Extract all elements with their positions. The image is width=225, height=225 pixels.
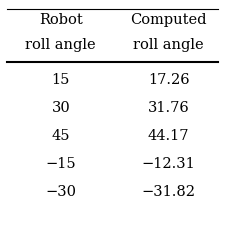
Text: 17.26: 17.26 (148, 73, 189, 87)
Text: roll angle: roll angle (133, 38, 204, 52)
Text: −31.82: −31.82 (142, 185, 196, 199)
Text: −12.31: −12.31 (142, 157, 196, 171)
Text: roll angle: roll angle (25, 38, 96, 52)
Text: 31.76: 31.76 (148, 101, 190, 115)
Text: Robot: Robot (39, 13, 83, 27)
Text: 45: 45 (52, 129, 70, 143)
Text: Computed: Computed (130, 13, 207, 27)
Text: −30: −30 (45, 185, 76, 199)
Text: −15: −15 (45, 157, 76, 171)
Text: 15: 15 (52, 73, 70, 87)
Text: 44.17: 44.17 (148, 129, 189, 143)
Text: 30: 30 (51, 101, 70, 115)
